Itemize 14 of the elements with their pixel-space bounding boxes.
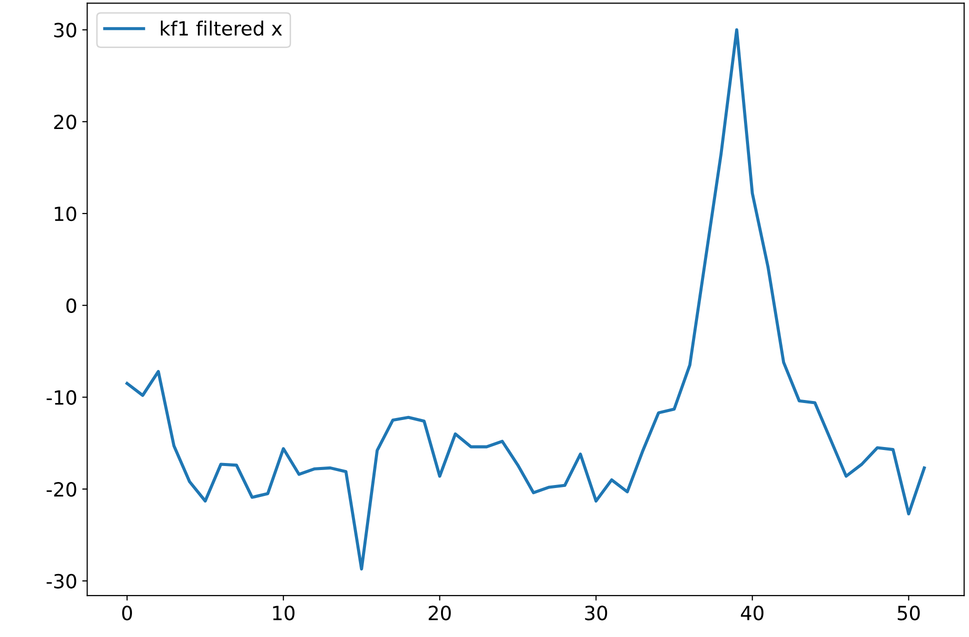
x-tick-label: 0: [122, 606, 132, 620]
y-tick-label: 20: [54, 114, 76, 130]
x-tick-label: 10: [273, 606, 294, 620]
x-tick-label: 50: [898, 606, 920, 620]
y-tick-label: -30: [46, 574, 76, 589]
y-tick-label: 10: [54, 206, 76, 222]
legend-label: kf1 filtered x: [160, 20, 282, 36]
x-tick-label: 40: [740, 606, 764, 620]
y-tick-label: -20: [46, 482, 76, 497]
x-tick-label: 20: [428, 606, 451, 620]
x-tick-label: 30: [585, 606, 608, 620]
y-tick-label: -10: [46, 390, 76, 405]
y-tick-label: 30: [54, 22, 76, 38]
y-tick-label: 0: [66, 298, 76, 314]
